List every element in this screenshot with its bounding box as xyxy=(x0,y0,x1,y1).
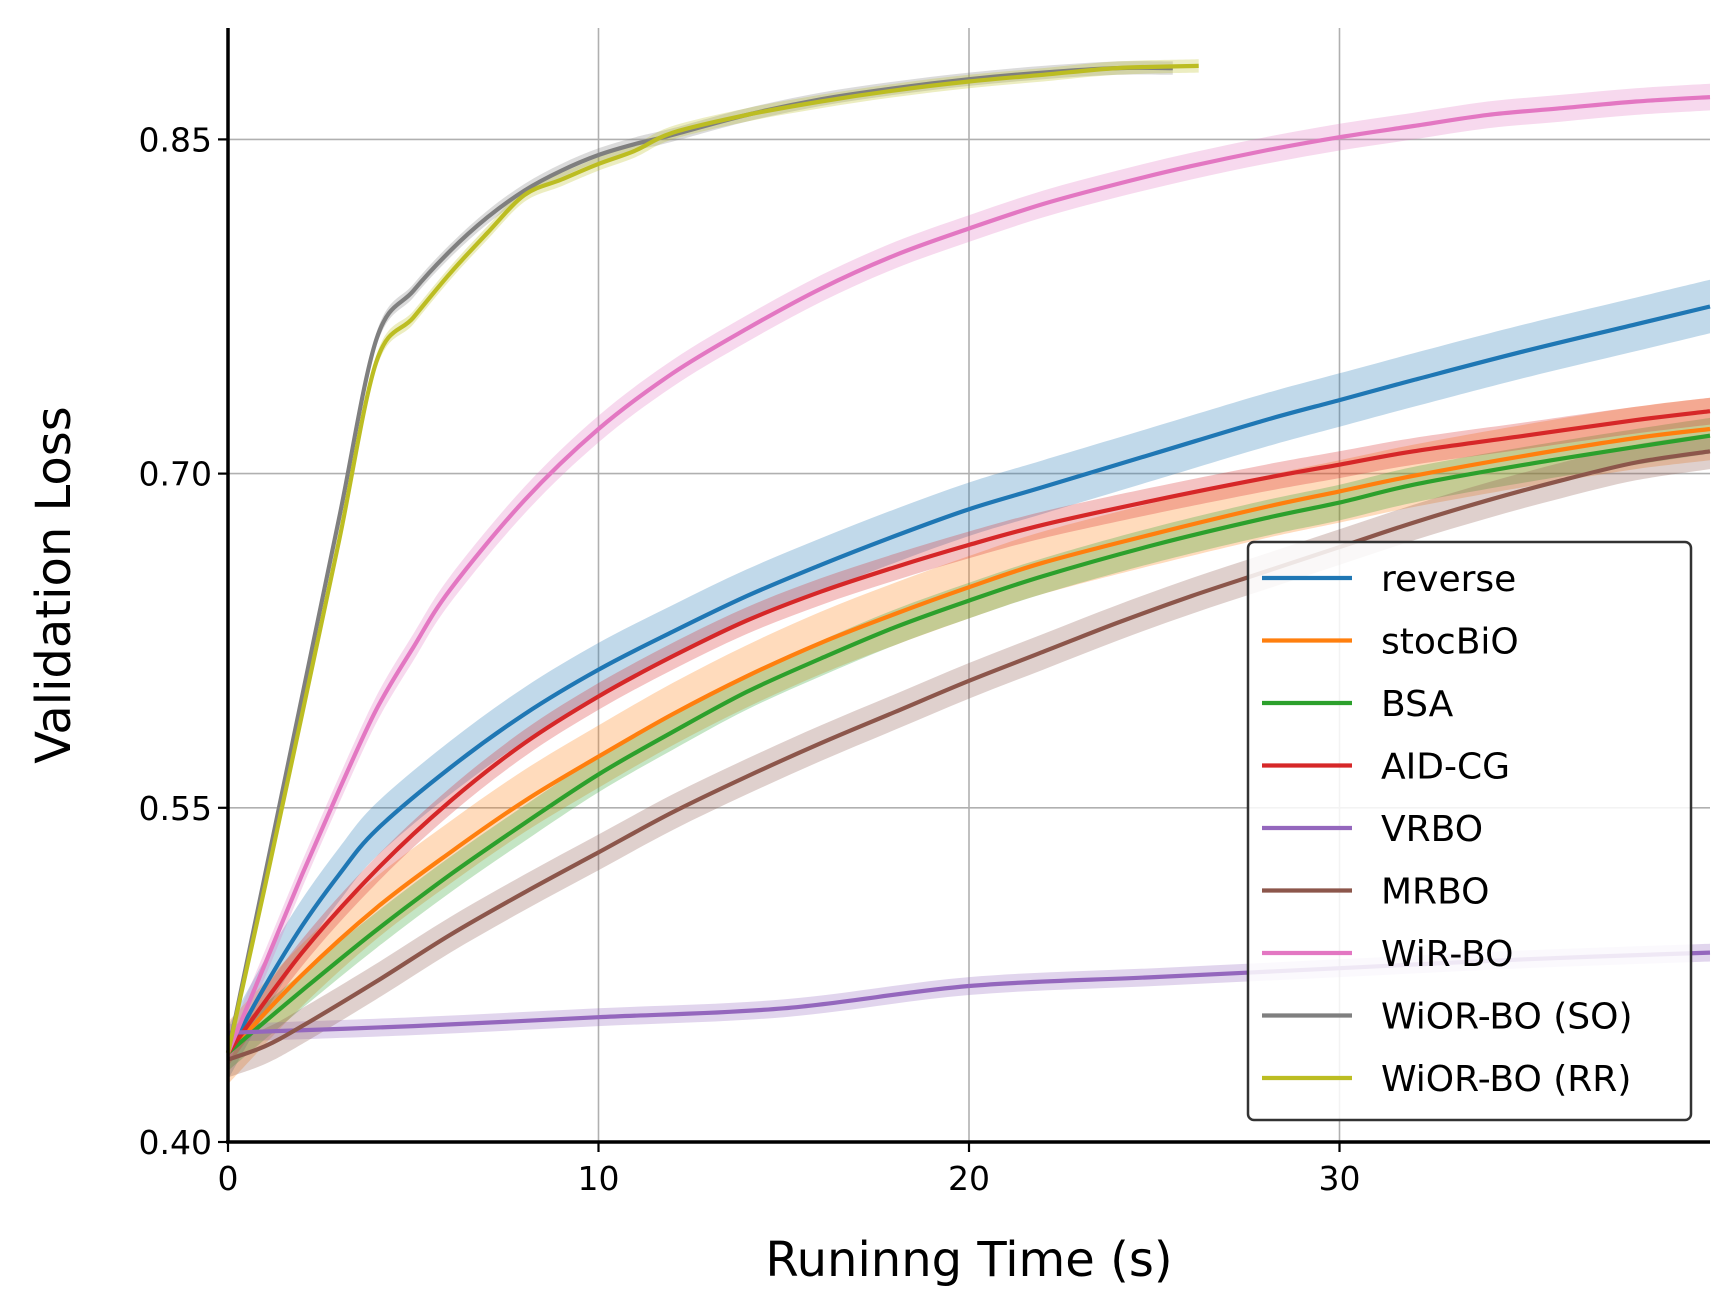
y-tick-label: 0.40 xyxy=(139,1123,212,1162)
legend-label-mrbo: MRBO xyxy=(1381,872,1489,913)
legend-label-wior-bo-rr: WiOR-BO (RR) xyxy=(1381,1059,1631,1100)
legend-label-reverse: reverse xyxy=(1381,559,1516,600)
x-ticks: 0 10 20 30 xyxy=(218,1142,1361,1198)
legend-label-stocbio: stocBiO xyxy=(1381,622,1519,663)
line-mrbo xyxy=(227,449,1711,1062)
legend-label-wir-bo: WiR-BO xyxy=(1381,934,1513,975)
legend-label-bsa: BSA xyxy=(1381,684,1454,725)
x-tick-label: 0 xyxy=(218,1159,239,1198)
band-stocbio xyxy=(228,397,1710,1085)
legend-items: reverse stocBiO BSA AID-CG VRBO MRBO WiR-BO WiO… xyxy=(1262,559,1633,1100)
x-axis-label: Runinng Time (s) xyxy=(765,1232,1172,1288)
line-stocbio xyxy=(226,426,1711,1055)
band-mrbo xyxy=(228,433,1710,1078)
legend-frame xyxy=(1246,540,1693,1122)
line-wior-bo-so xyxy=(225,65,1173,1054)
y-tick-label: 0.70 xyxy=(139,455,212,494)
legend: reverse stocBiO BSA AID-CG VRBO MRBO WiR-BO WiO… xyxy=(1246,540,1693,1122)
line-reverse xyxy=(226,304,1711,1054)
legend-label-wior-bo-so: WiOR-BO (SO) xyxy=(1381,997,1633,1038)
line-wir-bo xyxy=(226,95,1711,1054)
series-lines xyxy=(225,63,1711,1062)
legend-label-aid-cg: AID-CG xyxy=(1381,747,1510,788)
y-tick-label: 0.55 xyxy=(139,789,212,828)
line-wior-bo-rr xyxy=(225,63,1199,1054)
y-tick-label: 0.85 xyxy=(139,120,212,159)
y-ticks: 0.40 0.55 0.70 0.85 xyxy=(139,120,228,1162)
x-tick-label: 20 xyxy=(948,1159,990,1198)
line-aid-cg xyxy=(226,409,1711,1055)
x-tick-label: 10 xyxy=(578,1159,620,1198)
band-reverse xyxy=(228,279,1710,1080)
line-bsa xyxy=(226,433,1711,1055)
y-axis-label: Validation Loss xyxy=(26,406,82,764)
legend-label-vrbo: VRBO xyxy=(1381,809,1483,850)
x-tick-label: 30 xyxy=(1319,1159,1361,1198)
band-aid-cg xyxy=(228,397,1710,1067)
